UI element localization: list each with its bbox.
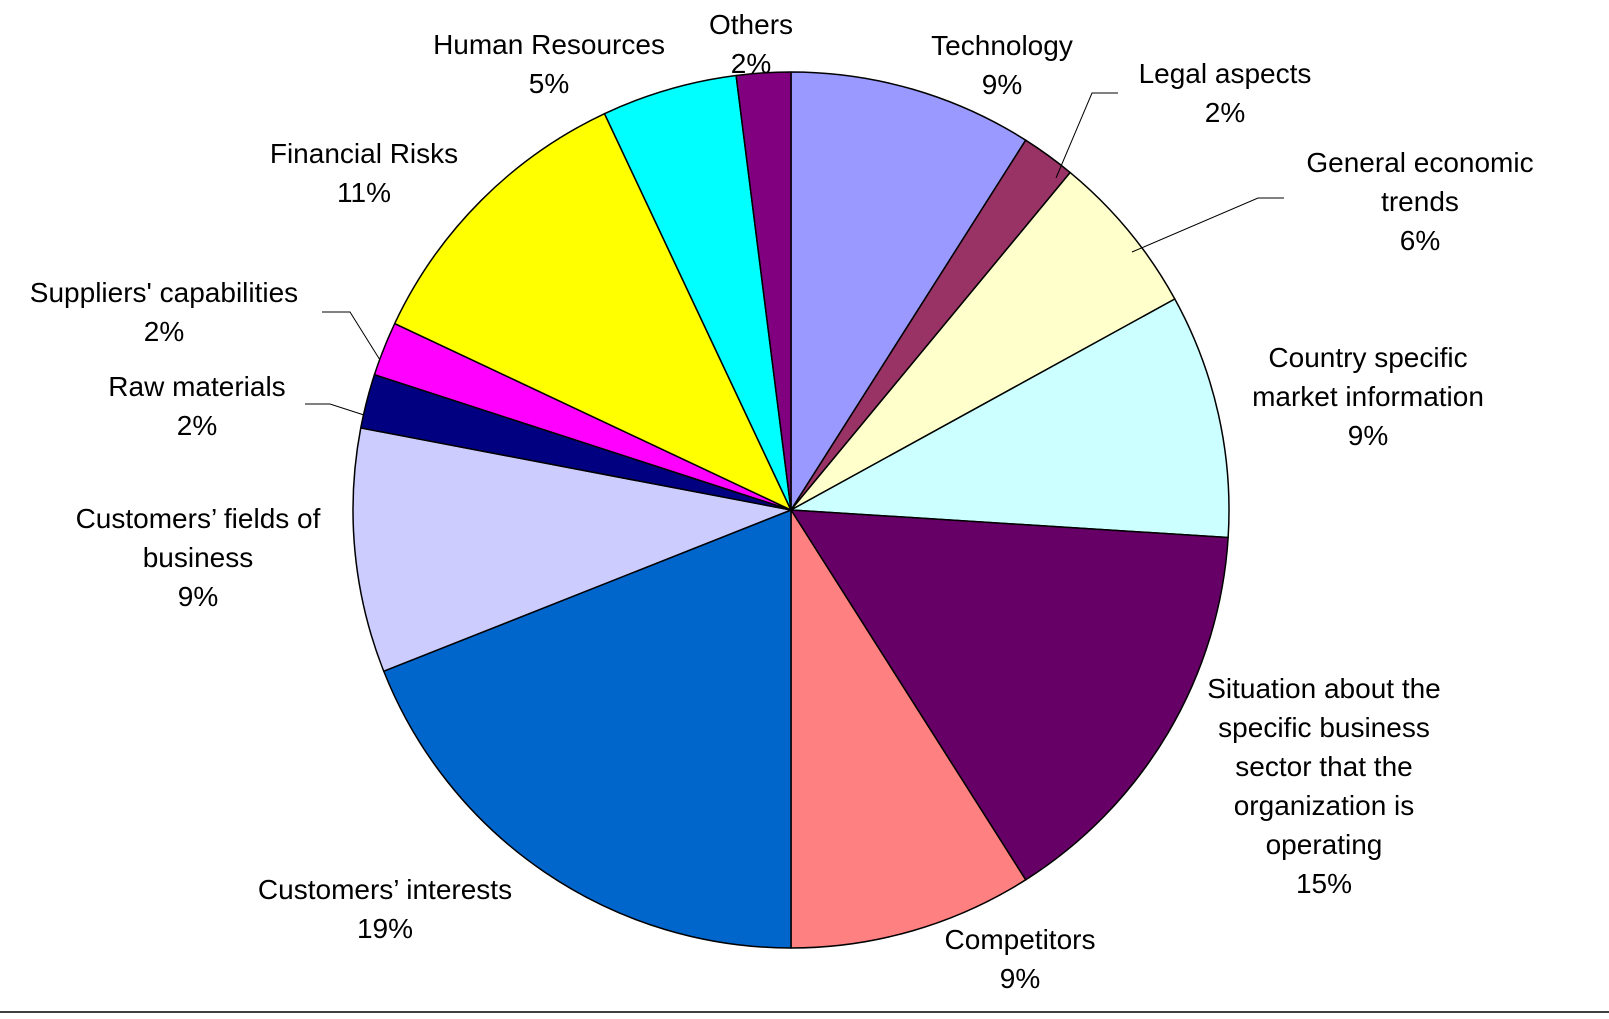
slice-label-country-specific-market-information: Country specific market information 9% (1252, 342, 1484, 451)
slice-label-text: organization is (1234, 790, 1415, 821)
slice-label-text: Legal aspects (1139, 58, 1312, 89)
slice-label-text: Raw materials (108, 371, 285, 402)
slice-label-human-resources: Human Resources 5% (433, 29, 665, 99)
slice-value-label: 19% (357, 913, 413, 944)
slice-label-text: Suppliers' capabilities (30, 277, 298, 308)
slice-label-text: Situation about the (1207, 673, 1441, 704)
slice-label-others: Others 2% (709, 9, 793, 79)
slice-value-label: 9% (1348, 420, 1388, 451)
slice-label-text: Human Resources (433, 29, 665, 60)
leader-line-suppliers-capabilities (322, 311, 381, 361)
slice-label-legal-aspects: Legal aspects 2% (1139, 58, 1312, 128)
leader-line-raw-materials (305, 403, 365, 416)
slice-label-technology: Technology 9% (931, 30, 1073, 100)
slice-value-label: 15% (1296, 868, 1352, 899)
slice-label-text: Customers’ fields of (76, 503, 321, 534)
pie-slice-general-economic-trends (790, 171, 1176, 511)
slice-value-label: 2% (1205, 97, 1245, 128)
slice-label-text: General economic (1306, 147, 1533, 178)
labels-layer: Technology 9% Legal aspects 2% General econo… (30, 9, 1534, 994)
slice-value-label: 11% (337, 177, 391, 208)
slice-label-suppliers-capabilities: Suppliers' capabilities 2% (30, 277, 298, 347)
pie-slice-country-specific-market-information (790, 298, 1230, 539)
slice-value-label: 6% (1400, 225, 1440, 256)
leader-line-general-economic-trends (1131, 197, 1284, 253)
slice-label-text: Financial Risks (270, 138, 458, 169)
leader-line-legal-aspects (1055, 92, 1118, 179)
pie-slice-customers-interests (383, 509, 792, 949)
slice-label-text: sector that the (1235, 751, 1412, 782)
slice-label-general-economic-trends: General economic trends 6% (1306, 147, 1533, 256)
slice-label-text: Technology (931, 30, 1073, 61)
pie-slice-others (735, 71, 792, 511)
slice-label-text: business (143, 542, 254, 573)
slice-label-text: specific business (1218, 712, 1430, 743)
slice-value-label: 5% (529, 68, 569, 99)
slice-value-label: 2% (177, 410, 217, 441)
leader-lines-layer (305, 92, 1284, 416)
pie-slice-competitors (790, 509, 1027, 949)
pie-slice-customers-fields-of-business (352, 427, 792, 672)
slice-label-raw-materials: Raw materials 2% (108, 371, 285, 441)
slice-label-text: operating (1266, 829, 1383, 860)
slice-label-customers-interests: Customers’ interests 19% (258, 874, 512, 944)
slice-label-text: market information (1252, 381, 1484, 412)
slice-label-competitors: Competitors 9% (945, 924, 1096, 994)
slice-label-situation-about-the-specific-business-sector-that-the-organization-is-operating: Situation about the specific business sect… (1207, 673, 1441, 899)
pie-slice-technology (790, 71, 1027, 511)
slice-label-text: Customers’ interests (258, 874, 512, 905)
slice-value-label: 9% (982, 69, 1022, 100)
slice-label-financial-risks: Financial Risks 11% (270, 138, 458, 208)
slice-value-label: 2% (144, 316, 184, 347)
pie-slice-situation-about-the-specific-business-sector-that-the-organization-is-operating (790, 509, 1229, 881)
slice-label-text: Competitors (945, 924, 1096, 955)
pie-slice-financial-risks (393, 112, 792, 511)
slice-label-text: trends (1381, 186, 1459, 217)
slice-label-text: Country specific (1268, 342, 1467, 373)
slice-label-text: Others (709, 9, 793, 40)
slice-value-label: 9% (1000, 963, 1040, 994)
slice-value-label: 9% (178, 581, 218, 612)
slice-label-customers-fields-of-business: Customers’ fields of business 9% (76, 503, 321, 612)
slices-layer (352, 71, 1230, 949)
slice-value-label: 2% (731, 48, 771, 79)
